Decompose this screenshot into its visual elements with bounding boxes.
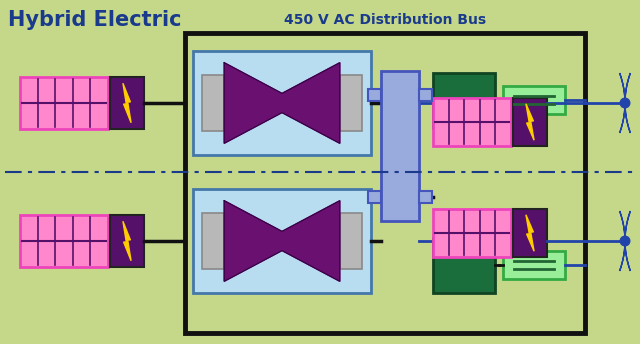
Circle shape <box>620 98 630 108</box>
Bar <box>433 238 495 293</box>
Bar <box>340 75 362 131</box>
Bar <box>202 75 224 131</box>
Circle shape <box>620 236 630 246</box>
Polygon shape <box>620 73 630 103</box>
Bar <box>368 89 381 101</box>
Bar <box>110 215 144 267</box>
Polygon shape <box>620 211 630 241</box>
Bar <box>433 73 495 128</box>
Polygon shape <box>526 104 534 140</box>
Bar <box>185 33 585 333</box>
Bar <box>513 209 547 257</box>
Bar <box>419 89 432 101</box>
Polygon shape <box>123 221 131 261</box>
Bar <box>381 71 419 221</box>
Bar <box>433 98 511 146</box>
Bar <box>202 213 224 269</box>
Bar <box>513 98 547 146</box>
Bar <box>340 213 362 269</box>
Bar <box>193 189 371 293</box>
Bar <box>433 209 511 257</box>
Bar <box>20 77 108 129</box>
Polygon shape <box>620 103 630 133</box>
Polygon shape <box>224 63 340 143</box>
Polygon shape <box>620 241 630 271</box>
Text: 450 V AC Distribution Bus: 450 V AC Distribution Bus <box>284 13 486 27</box>
Polygon shape <box>224 201 340 281</box>
Bar <box>110 77 144 129</box>
Bar <box>503 251 565 279</box>
Text: Hybrid Electric: Hybrid Electric <box>8 10 182 30</box>
Bar <box>20 215 108 267</box>
Bar <box>368 191 381 203</box>
Bar <box>503 86 565 114</box>
Polygon shape <box>123 83 131 123</box>
Bar <box>193 51 371 155</box>
Polygon shape <box>526 215 534 251</box>
Bar <box>419 191 432 203</box>
